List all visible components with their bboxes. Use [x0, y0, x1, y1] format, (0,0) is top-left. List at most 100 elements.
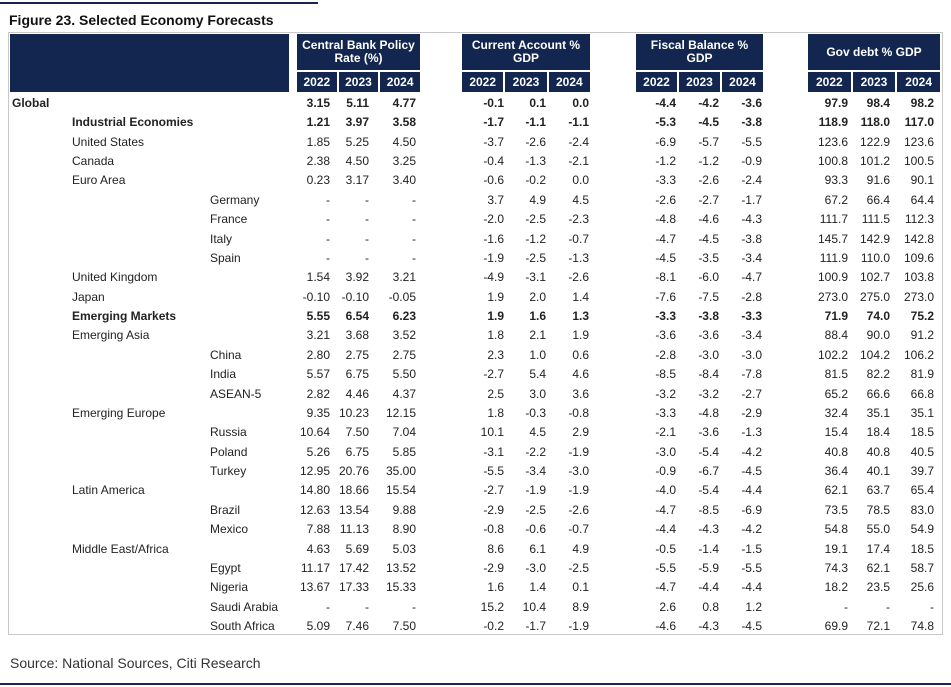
cell-value: 55.0 [866, 522, 890, 537]
cell-value: -3.3 [655, 173, 676, 188]
cell-value: -4.7 [655, 231, 676, 246]
row-label: Nigeria [210, 580, 249, 595]
cell-value: -5.4 [698, 483, 719, 498]
cell-value: -2.6 [655, 192, 676, 207]
cell-value: 20.76 [338, 464, 369, 479]
cell-value: -3.6 [741, 96, 762, 110]
cell-value: -0.4 [483, 154, 504, 169]
cell-value: 101.2 [859, 154, 890, 169]
cell-value: 73.5 [824, 502, 848, 517]
cell-value: -5.5 [483, 464, 504, 479]
cell-value: -3.3 [655, 405, 676, 420]
cell-value: -3.0 [698, 347, 719, 362]
cell-value: 6.54 [345, 309, 369, 324]
cell-value: 81.9 [910, 367, 934, 382]
cell-value: 18.4 [866, 425, 890, 440]
cell-value: -2.2 [525, 444, 546, 459]
cell-value: 111.5 [861, 212, 890, 227]
cell-value: -3.8 [698, 309, 719, 324]
cell-value: 13.67 [299, 580, 330, 595]
cell-value: -3.4 [741, 250, 762, 265]
cell-value: 0.0 [572, 96, 589, 110]
cell-value: 4.50 [392, 134, 416, 149]
row-label: France [210, 212, 248, 227]
cell-value: 7.50 [345, 425, 369, 440]
row-label: Spain [210, 250, 241, 265]
cell-value: 5.26 [306, 444, 330, 459]
cell-value: 8.9 [572, 599, 589, 614]
cell-value: 10.4 [522, 599, 546, 614]
cell-value: -2.6 [525, 134, 546, 149]
title: Figure 23. Selected Economy Forecasts [9, 12, 274, 28]
cell-value: -4.4 [655, 522, 676, 537]
cell-value: -0.2 [483, 618, 504, 633]
cell-value: -2.1 [568, 154, 589, 169]
year-header: 2023 [505, 72, 547, 92]
cell-value: -2.4 [568, 134, 589, 149]
cell-value: -2.5 [568, 560, 589, 575]
cell-value: 1.4 [572, 289, 589, 304]
cell-value: -0.7 [568, 231, 589, 246]
bottom-rule [0, 683, 951, 685]
cell-value: -3.5 [698, 250, 719, 265]
row-label: Industrial Economies [72, 115, 194, 130]
cell-value: 15.2 [480, 599, 504, 614]
row-label: South Africa [210, 618, 275, 633]
cell-value: -4.6 [698, 212, 719, 227]
cell-value: -2.0 [483, 212, 504, 227]
cell-value: -4.5 [655, 250, 676, 265]
cell-value: 3.17 [345, 173, 369, 188]
row-label: ASEAN-5 [210, 386, 262, 401]
cell-value: -3.1 [525, 270, 546, 285]
cell-value: 36.4 [824, 464, 848, 479]
cell-value: -5.3 [655, 115, 676, 130]
cell-value: 32.4 [824, 405, 848, 420]
cell-value: -2.5 [525, 250, 546, 265]
cell-value: 81.5 [824, 367, 848, 382]
cell-value: 40.8 [866, 444, 890, 459]
row-label: Italy [210, 231, 233, 246]
year-header: 2022 [636, 72, 677, 92]
cell-value: -1.9 [525, 483, 546, 498]
cell-value: 0.8 [702, 599, 719, 614]
header-corner [10, 34, 289, 92]
cell-value: 74.3 [824, 560, 848, 575]
cell-value: 3.15 [306, 96, 330, 110]
cell-value: -0.05 [388, 289, 416, 304]
cell-value: 19.1 [824, 541, 848, 556]
cell-value: -3.7 [483, 134, 504, 149]
cell-value: -5.5 [741, 560, 762, 575]
cell-value: 7.04 [392, 425, 416, 440]
group-title: Current Account % GDP [471, 38, 581, 65]
group-title: Fiscal Balance % GDP [650, 38, 749, 65]
cell-value: 2.0 [529, 289, 546, 304]
cell-value: -2.6 [568, 270, 589, 285]
cell-value: 5.03 [392, 541, 416, 556]
year-header: 2024 [548, 72, 590, 92]
cell-value: 82.2 [866, 367, 890, 382]
cell-value: -2.5 [525, 212, 546, 227]
cell-value: 4.6 [572, 367, 589, 382]
cell-value: -6.9 [655, 134, 676, 149]
cell-value: 15.4 [824, 425, 848, 440]
cell-value: 2.82 [306, 386, 330, 401]
cell-value: 93.3 [824, 173, 848, 188]
cell-value: -1.9 [568, 483, 589, 498]
cell-value: 3.52 [392, 328, 416, 343]
cell-value: 1.9 [487, 289, 504, 304]
row-label: Latin America [72, 483, 145, 498]
cell-value: 3.58 [392, 115, 416, 130]
cell-value: -6.9 [741, 502, 762, 517]
cell-value: 109.6 [903, 250, 934, 265]
group-header: Central Bank Policy Rate (%) [297, 34, 420, 70]
cell-value: 71.9 [824, 309, 848, 324]
cell-value: -3.0 [741, 347, 762, 362]
row-label: Russia [210, 425, 247, 440]
cell-value: -2.4 [741, 173, 762, 188]
cell-value: -3.4 [741, 328, 762, 343]
cell-value: 1.3 [572, 309, 589, 324]
cell-value: 111.7 [819, 212, 848, 227]
cell-value: 117.0 [904, 115, 934, 130]
year-header: 2023 [852, 72, 896, 92]
cell-value: -4.4 [655, 96, 676, 110]
